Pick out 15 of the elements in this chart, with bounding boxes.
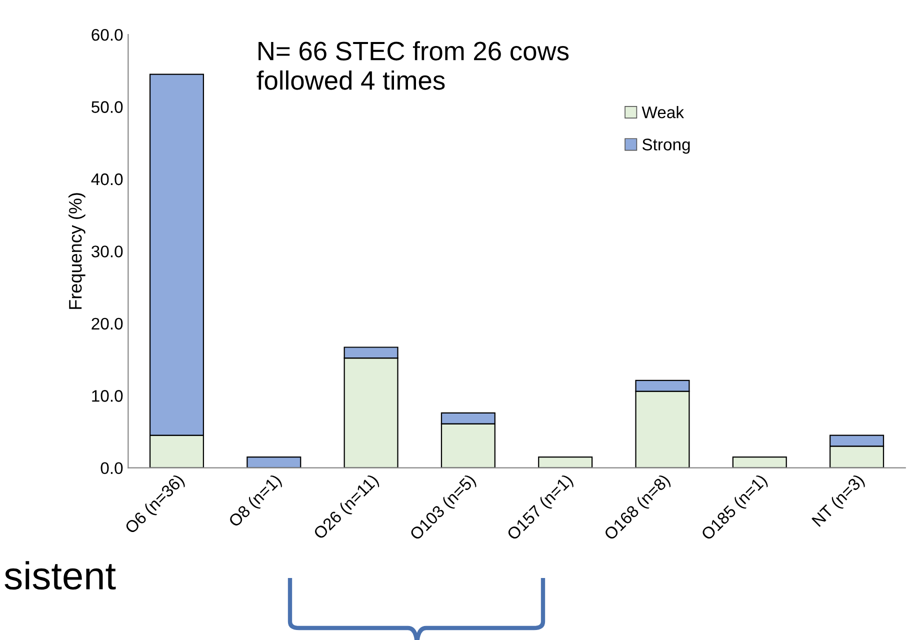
bar bbox=[246, 456, 302, 468]
y-tick-label: 30.0 bbox=[92, 246, 123, 258]
y-tick-label: 40.0 bbox=[91, 173, 123, 186]
text: sistent bbox=[4, 561, 116, 590]
y-tick-label: 20.0 bbox=[92, 318, 123, 330]
legend-label: Weak bbox=[642, 106, 684, 118]
y-tick-label: 0.0 bbox=[100, 462, 123, 474]
y-tick-label: 50.0 bbox=[92, 101, 123, 113]
bar bbox=[732, 456, 787, 468]
y-tick-label: 60.0 bbox=[92, 28, 123, 41]
bar bbox=[538, 456, 593, 468]
legend-label: Strong bbox=[642, 138, 690, 154]
y-tick-label: 10.0 bbox=[92, 390, 123, 402]
y-axis-title: Frequency (%) bbox=[68, 193, 86, 309]
text: N= 66 STEC from 26 cows followed 4 times bbox=[256, 41, 569, 90]
